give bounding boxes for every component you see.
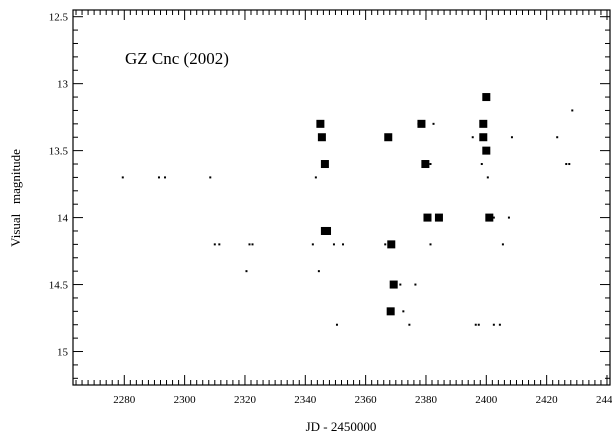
data-point-dot	[492, 216, 495, 219]
data-point-dot	[429, 163, 432, 166]
tick-labels: 2280 2300 2320 2340 2360 2380 2400 2420 2440 12.5…	[49, 12, 612, 406]
y-tick-label: 13.5	[49, 146, 69, 158]
y-tick-label: 15	[57, 347, 69, 359]
data-point-dot	[408, 323, 411, 326]
data-point-dot	[501, 243, 504, 246]
x-tick-label: 2320	[234, 394, 257, 406]
x-tick-label: 2420	[536, 394, 559, 406]
data-point-square	[387, 240, 396, 249]
data-point-dot	[486, 176, 489, 179]
x-tick-label: 2360	[355, 394, 378, 406]
x-tick-label: 2380	[415, 394, 438, 406]
data-point-square	[434, 213, 443, 222]
chart-title: GZ Cnc (2002)	[125, 49, 229, 68]
data-point-dot	[471, 136, 474, 139]
data-point-square	[417, 119, 426, 128]
data-point-dot	[477, 323, 480, 326]
data-point-dot	[317, 270, 320, 273]
y-tick-label: 12.5	[49, 12, 69, 24]
plot-frame	[72, 9, 611, 386]
data-point-dot	[507, 216, 510, 219]
data-point-dot	[384, 243, 387, 246]
data-point-dot	[474, 323, 477, 326]
data-point-dot	[565, 163, 568, 166]
y-tick-label: 14.5	[49, 280, 69, 292]
data-point-dot	[571, 109, 574, 112]
data-point-dot	[568, 163, 571, 166]
data-point-dot	[480, 136, 483, 139]
data-point-dot	[417, 122, 420, 125]
x-tick-label: 2280	[113, 394, 136, 406]
y-tick-label: 14	[57, 213, 69, 225]
x-tick-label: 2440	[596, 394, 612, 406]
x-axis-title: JD - 2450000	[306, 419, 377, 434]
data-point-dot	[218, 243, 221, 246]
data-point-square	[384, 133, 393, 142]
data-points	[121, 93, 574, 326]
data-point-dot	[510, 136, 513, 139]
data-point-square	[421, 160, 430, 169]
x-tick-label: 2300	[174, 394, 197, 406]
data-point-dot	[164, 176, 167, 179]
data-point-dot	[429, 243, 432, 246]
data-point-dot	[213, 243, 216, 246]
data-point-square	[320, 160, 329, 169]
data-point-square	[482, 146, 491, 155]
data-point-square	[423, 213, 432, 222]
y-tick-label: 13	[57, 79, 69, 91]
data-point-dot	[245, 270, 248, 273]
data-point-dot	[399, 283, 402, 286]
data-point-dot	[498, 323, 501, 326]
y-axis-title: Visual magnitude	[8, 149, 23, 247]
data-point-dot	[314, 176, 317, 179]
data-point-dot	[121, 176, 124, 179]
data-point-dot	[332, 243, 335, 246]
data-point-dot	[342, 243, 345, 246]
data-point-dot	[402, 310, 405, 313]
data-point-square	[389, 280, 398, 289]
data-point-dot	[414, 283, 417, 286]
x-tick-label: 2400	[475, 394, 498, 406]
data-point-square	[323, 226, 332, 235]
data-point-dot	[251, 243, 254, 246]
data-point-dot	[432, 122, 435, 125]
data-point-square	[482, 93, 491, 102]
data-point-square	[479, 119, 488, 128]
data-point-dot	[480, 163, 483, 166]
data-point-square	[386, 307, 395, 316]
data-point-square	[479, 133, 488, 142]
data-point-square	[317, 133, 326, 142]
axis-ticks	[73, 10, 610, 385]
x-tick-label: 2340	[294, 394, 317, 406]
data-point-dot	[157, 176, 160, 179]
data-point-dot	[248, 243, 251, 246]
data-point-dot	[556, 136, 559, 139]
data-point-dot	[335, 323, 338, 326]
data-point-dot	[492, 323, 495, 326]
data-point-dot	[311, 243, 314, 246]
data-point-square	[485, 213, 494, 222]
data-point-dot	[209, 176, 212, 179]
data-point-square	[316, 119, 325, 128]
